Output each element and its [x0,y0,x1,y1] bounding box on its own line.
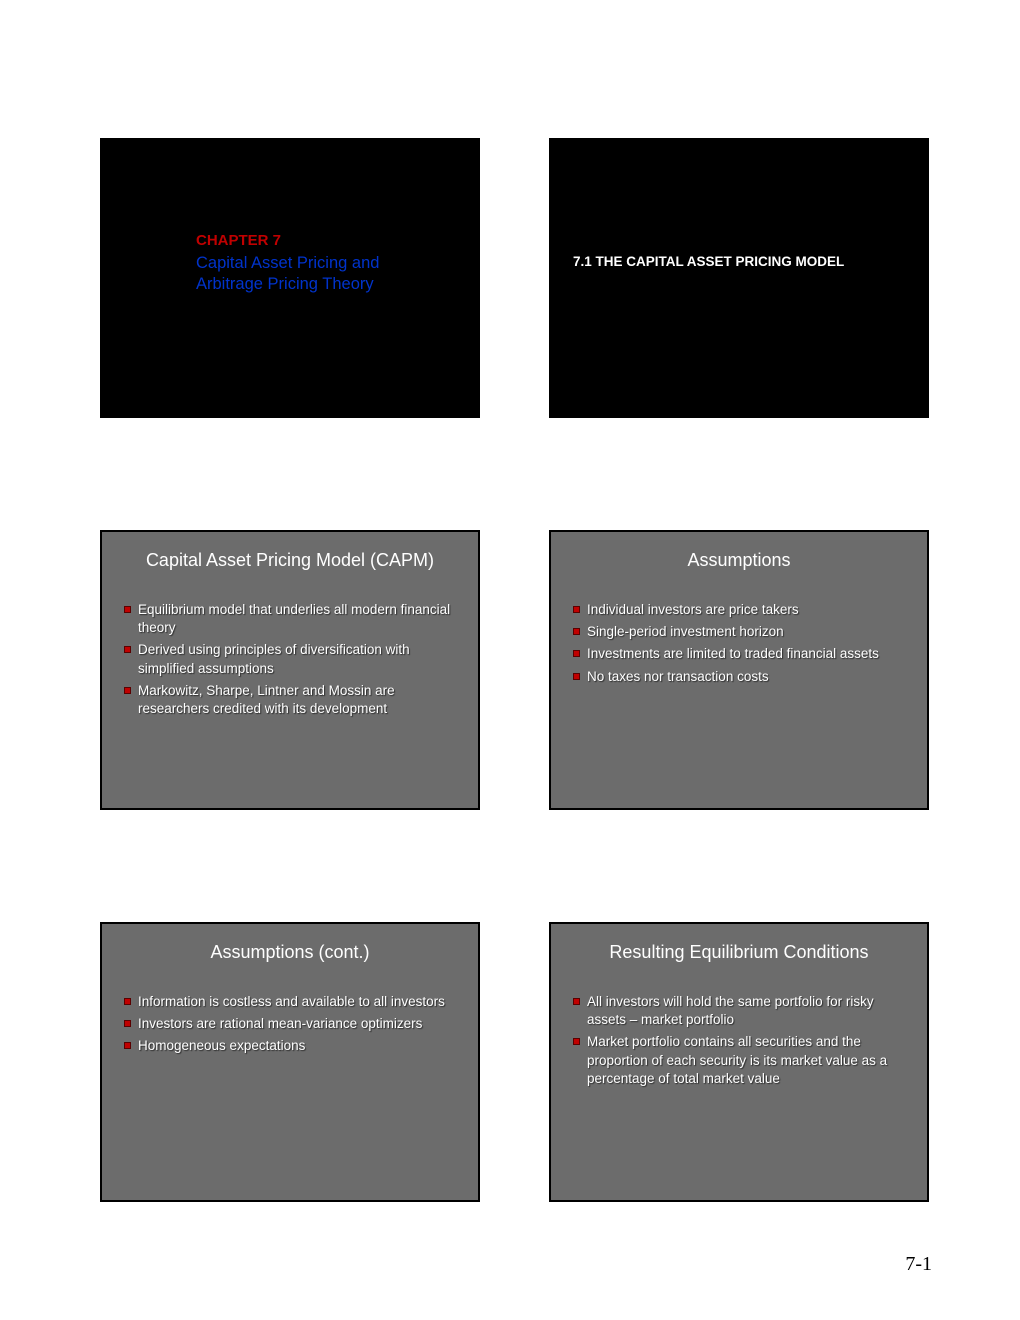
bullet-icon [124,1042,131,1049]
bullet-icon [124,646,131,653]
bullet-list: All investors will hold the same portfol… [551,963,927,1088]
page-number: 7-1 [905,1253,932,1276]
bullet-list: Individual investors are price takers Si… [551,571,927,686]
bullet-text: Markowitz, Sharpe, Lintner and Mossin ar… [138,682,458,718]
slide-grid: CHAPTER 7 Capital Asset Pricing and Arbi… [0,0,1020,1210]
slide-1: CHAPTER 7 Capital Asset Pricing and Arbi… [100,138,480,418]
list-item: Investors are rational mean-variance opt… [124,1015,458,1033]
bullet-icon [573,998,580,1005]
bullet-text: Equilibrium model that underlies all mod… [138,601,458,637]
bullet-icon [124,687,131,694]
bullet-text: Information is costless and available to… [138,993,445,1011]
slide-title: Capital Asset Pricing Model (CAPM) [102,532,478,571]
slide-5: Assumptions (cont.) Information is costl… [100,922,480,1202]
title-line-2: Arbitrage Pricing Theory [196,275,374,293]
slide-title: Capital Asset Pricing and Arbitrage Pric… [196,253,379,294]
bullet-text: Derived using principles of diversificat… [138,641,458,677]
list-item: All investors will hold the same portfol… [573,993,907,1029]
title-line-1: Capital Asset Pricing and [196,254,379,272]
chapter-label: CHAPTER 7 [196,232,281,249]
bullet-icon [573,650,580,657]
bullet-text: Single-period investment horizon [587,623,784,641]
bullet-text: All investors will hold the same portfol… [587,993,907,1029]
list-item: Equilibrium model that underlies all mod… [124,601,458,637]
list-item: Market portfolio contains all securities… [573,1033,907,1088]
bullet-text: Investors are rational mean-variance opt… [138,1015,422,1033]
bullet-list: Equilibrium model that underlies all mod… [102,571,478,718]
bullet-icon [573,628,580,635]
slide-title: Assumptions (cont.) [102,924,478,963]
bullet-icon [573,606,580,613]
bullet-text: Investments are limited to traded financ… [587,645,879,663]
bullet-text: Individual investors are price takers [587,601,799,619]
slide-3: Capital Asset Pricing Model (CAPM) Equil… [100,530,480,810]
bullet-list: Information is costless and available to… [102,963,478,1056]
bullet-icon [573,673,580,680]
list-item: Markowitz, Sharpe, Lintner and Mossin ar… [124,682,458,718]
list-item: Information is costless and available to… [124,993,458,1011]
list-item: Derived using principles of diversificat… [124,641,458,677]
list-item: Single-period investment horizon [573,623,907,641]
bullet-text: Homogeneous expectations [138,1037,305,1055]
bullet-icon [124,1020,131,1027]
slide-2: 7.1 THE CAPITAL ASSET PRICING MODEL [549,138,929,418]
list-item: Individual investors are price takers [573,601,907,619]
bullet-text: Market portfolio contains all securities… [587,1033,907,1088]
list-item: Homogeneous expectations [124,1037,458,1055]
slide-6: Resulting Equilibrium Conditions All inv… [549,922,929,1202]
bullet-icon [124,606,131,613]
bullet-text: No taxes nor transaction costs [587,668,769,686]
section-title: 7.1 THE CAPITAL ASSET PRICING MODEL [573,254,844,269]
list-item: Investments are limited to traded financ… [573,645,907,663]
list-item: No taxes nor transaction costs [573,668,907,686]
slide-title: Assumptions [551,532,927,571]
slide-4: Assumptions Individual investors are pri… [549,530,929,810]
bullet-icon [124,998,131,1005]
slide-title: Resulting Equilibrium Conditions [551,924,927,963]
bullet-icon [573,1038,580,1045]
